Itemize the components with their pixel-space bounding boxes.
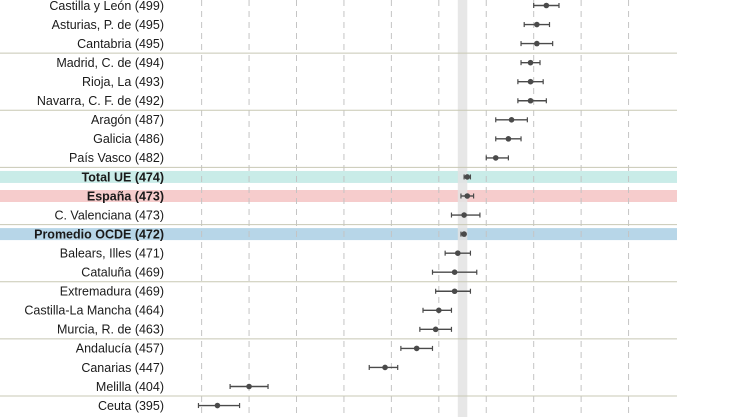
row-label: Ceuta (395) — [98, 399, 164, 413]
row-label: Andalucía (457) — [76, 342, 164, 356]
highlight-band-promedio-ocde-band — [0, 228, 677, 241]
highlight-band-espana-band — [0, 190, 677, 202]
data-point — [382, 364, 388, 371]
row-label: Castilla y León (499) — [49, 0, 164, 13]
data-point — [461, 231, 467, 237]
row-label: Asturias, P. de (495) — [52, 18, 164, 32]
data-point — [505, 136, 512, 142]
data-marks — [197, 2, 560, 409]
data-point — [527, 97, 534, 104]
row-label: Castilla-La Mancha (464) — [24, 304, 164, 318]
data-point — [451, 288, 458, 295]
reference-band — [457, 0, 468, 417]
data-point — [534, 21, 540, 28]
row-label: Navarra, C. F. de (492) — [37, 94, 164, 108]
row-label: Total UE (474) — [82, 170, 164, 184]
data-point — [464, 174, 471, 180]
data-point — [527, 78, 534, 85]
data-point — [508, 117, 515, 123]
data-point — [246, 383, 252, 390]
data-point — [492, 155, 499, 161]
data-point — [527, 59, 534, 66]
data-point — [464, 193, 471, 199]
row-label: Canarias (447) — [81, 361, 164, 375]
data-point — [214, 402, 221, 409]
row-label: Extremadura (469) — [60, 285, 164, 299]
row-label: País Vasco (482) — [69, 151, 164, 165]
row-label: España (473) — [87, 189, 164, 203]
row-label: Aragón (487) — [91, 113, 164, 127]
row-label: Melilla (404) — [96, 380, 164, 394]
row-label: Promedio OCDE (472) — [34, 227, 164, 241]
row-label: Cataluña (469) — [81, 266, 164, 280]
data-point — [451, 269, 458, 276]
row-label: C. Valenciana (473) — [54, 208, 164, 222]
row-label: Rioja, La (493) — [82, 75, 164, 89]
gridlines — [201, 0, 630, 417]
data-point — [436, 307, 442, 314]
row-label: Madrid, C. de (494) — [56, 56, 164, 70]
highlight-bands — [0, 170, 677, 241]
data-point — [534, 40, 540, 47]
row-label: Balears, Illes (471) — [60, 246, 164, 260]
group-separators — [0, 52, 677, 397]
data-point — [432, 326, 439, 333]
data-point — [461, 212, 467, 218]
data-point — [413, 345, 420, 352]
highlight-band-total-ue-band — [0, 170, 677, 183]
row-label: Galicia (486) — [93, 132, 164, 146]
reference-band-layer — [457, 0, 468, 417]
data-point — [543, 2, 550, 9]
data-point — [454, 250, 461, 256]
row-labels: Castilla y León (499) Asturias, P. de (49… — [24, 0, 164, 413]
row-label: Murcia, R. de (463) — [57, 323, 164, 337]
row-label: Cantabria (495) — [77, 37, 164, 51]
